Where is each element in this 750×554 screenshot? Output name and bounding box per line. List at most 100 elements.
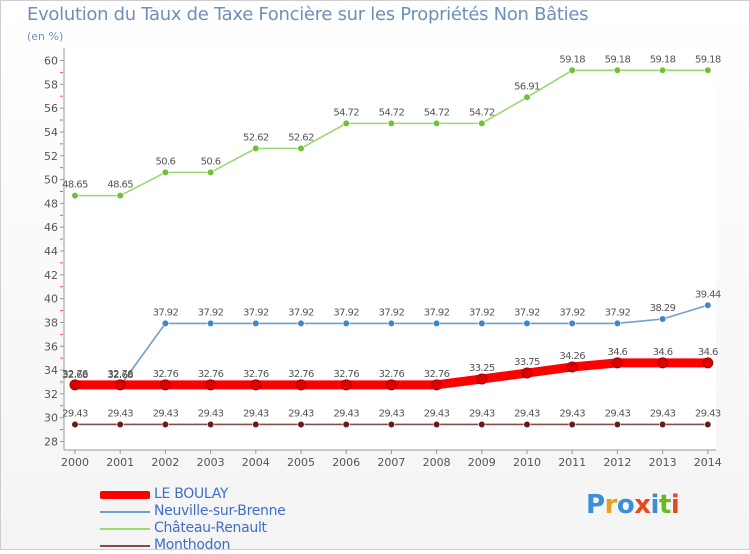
- data-point: [161, 168, 169, 177]
- data-point: [433, 319, 441, 327]
- x-tick-label: 2014: [694, 456, 722, 469]
- data-point: [342, 319, 350, 327]
- y-tick-label: 58: [44, 78, 58, 91]
- data-point: [702, 357, 714, 369]
- legend-swatch-le-boulay: [100, 491, 150, 499]
- data-label: 59.18: [650, 54, 676, 65]
- data-label: 34.6: [653, 347, 673, 358]
- legend-item-le-boulay: LE BOULAY: [100, 486, 400, 503]
- data-label: 29.43: [62, 408, 88, 419]
- data-point: [521, 367, 533, 379]
- proxiti-logo: Proxiti: [586, 490, 680, 520]
- logo-letter: i: [670, 490, 680, 520]
- data-point: [342, 119, 350, 127]
- data-point: [478, 319, 486, 327]
- y-tick-label: 60: [44, 55, 58, 68]
- data-label: 29.43: [605, 408, 631, 419]
- data-label: 29.43: [650, 408, 676, 419]
- y-tick-label: 44: [44, 245, 58, 258]
- legend-item-monthodon: Monthodon: [100, 537, 400, 554]
- data-point: [613, 420, 622, 429]
- data-label: 48.65: [62, 180, 88, 191]
- data-label: 59.18: [695, 54, 721, 65]
- legend-label-monthodon: Monthodon: [154, 537, 231, 553]
- y-tick-label: 42: [44, 269, 58, 282]
- data-label: 32.76: [288, 369, 314, 380]
- data-point: [297, 144, 305, 152]
- x-tick-label: 2003: [197, 456, 225, 469]
- data-label: 38.29: [650, 303, 676, 314]
- legend-item-chateau-renault: Château-Renault: [100, 520, 400, 537]
- data-label: 56.91: [514, 81, 540, 92]
- legend-item-neuville: Neuville-sur-Brenne: [100, 503, 400, 520]
- data-point: [433, 119, 441, 127]
- data-point: [387, 119, 396, 127]
- data-label: 32.76: [198, 369, 224, 380]
- data-label: 33.75: [514, 357, 540, 368]
- data-label: 29.43: [288, 408, 314, 419]
- x-tick-label: 2005: [287, 456, 315, 469]
- data-label: 37.92: [288, 307, 314, 318]
- data-label: 37.92: [243, 307, 269, 318]
- data-point: [207, 319, 215, 327]
- data-point: [161, 420, 169, 429]
- data-label: 29.43: [198, 408, 224, 419]
- data-label: 32.76: [107, 369, 133, 380]
- data-label: 59.18: [559, 54, 585, 65]
- y-tick-label: 30: [44, 412, 58, 425]
- x-tick-label: 2013: [649, 456, 677, 469]
- data-point: [478, 420, 486, 429]
- data-label: 37.92: [559, 307, 585, 318]
- data-label: 32.76: [333, 369, 359, 380]
- data-point: [207, 168, 215, 177]
- data-point: [205, 379, 217, 391]
- data-point: [161, 319, 169, 327]
- data-label: 34.6: [698, 347, 718, 358]
- data-point: [704, 66, 712, 74]
- legend-swatch-monthodon: [100, 545, 150, 547]
- data-point: [478, 119, 486, 127]
- data-point: [476, 373, 488, 385]
- data-point: [568, 66, 576, 74]
- y-tick-label: 36: [44, 340, 58, 353]
- x-tick-label: 2011: [558, 456, 586, 469]
- data-point: [252, 319, 260, 327]
- data-label: 37.92: [605, 307, 631, 318]
- data-label: 29.43: [107, 408, 133, 419]
- logo-letter: P: [586, 490, 605, 520]
- data-point: [385, 379, 397, 391]
- x-tick-label: 2001: [106, 456, 134, 469]
- y-tick-label: 28: [44, 436, 58, 449]
- x-tick-label: 2009: [468, 456, 496, 469]
- data-label: 52.62: [288, 132, 314, 143]
- data-point: [295, 379, 307, 391]
- data-point: [658, 420, 667, 429]
- legend-swatch-neuville: [100, 511, 150, 513]
- data-point: [658, 66, 667, 74]
- data-point: [431, 379, 443, 391]
- data-label: 34.26: [559, 351, 585, 362]
- x-tick-label: 2007: [377, 456, 405, 469]
- data-label: 32.76: [379, 369, 405, 380]
- data-point: [340, 379, 352, 391]
- data-label: 29.43: [695, 408, 721, 419]
- y-tick-label: 54: [44, 126, 58, 139]
- data-label: 37.92: [198, 307, 224, 318]
- data-point: [69, 379, 81, 391]
- data-label: 29.43: [333, 408, 359, 419]
- chart-title: Evolution du Taux de Taxe Foncière sur l…: [27, 4, 589, 25]
- data-point: [159, 379, 171, 391]
- y-tick-label: 48: [44, 197, 58, 210]
- data-label: 29.43: [559, 408, 585, 419]
- x-tick-label: 2004: [242, 456, 270, 469]
- data-label: 37.92: [469, 307, 495, 318]
- logo-letter: o: [616, 490, 635, 520]
- logo-letter: r: [604, 490, 618, 520]
- data-point: [523, 319, 531, 327]
- data-point: [71, 192, 79, 200]
- logo-letter: x: [634, 490, 651, 520]
- data-point: [116, 192, 124, 200]
- data-point: [250, 379, 262, 391]
- data-label: 59.18: [605, 54, 631, 65]
